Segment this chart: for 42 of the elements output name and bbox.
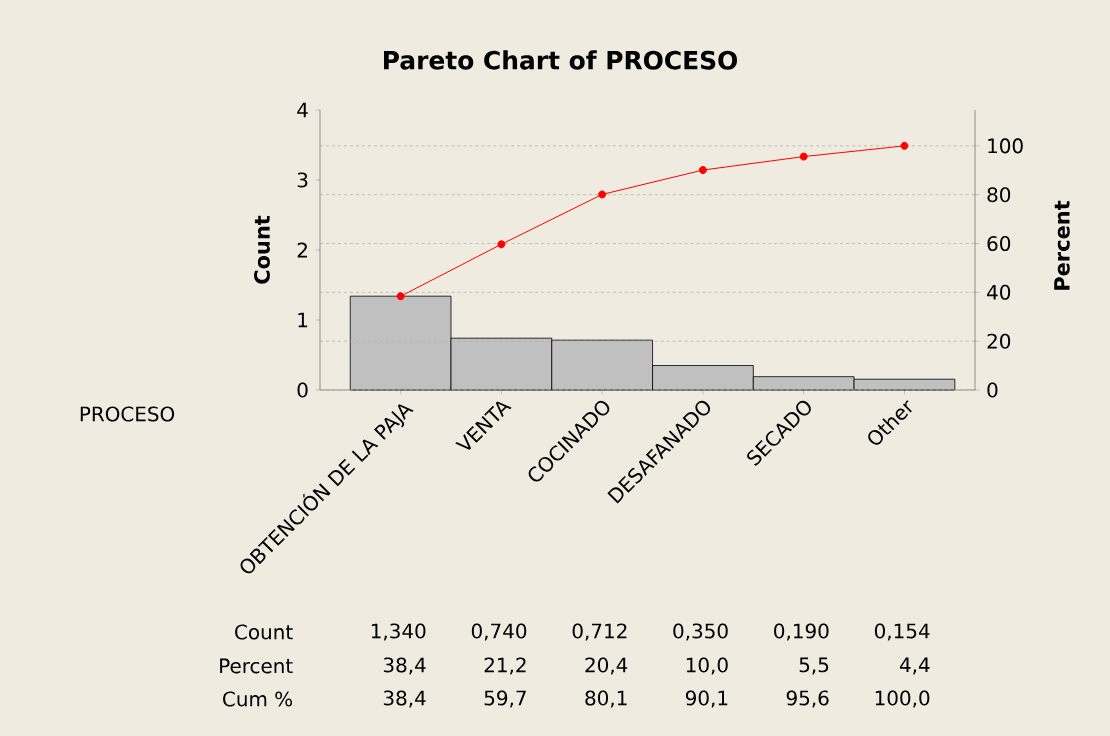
y-tick-label: 3 (297, 172, 308, 188)
text: 5,5 (799, 657, 829, 675)
data-label: 59,7 (484, 690, 526, 708)
data-label: 0,350 (673, 623, 728, 641)
text: 38,4 (383, 657, 426, 675)
data-label: 1,340 (371, 623, 426, 641)
text: 4,4 (899, 657, 930, 675)
point (497, 240, 506, 249)
data-label: 0,190 (774, 623, 829, 641)
text: Cum % (223, 691, 293, 707)
data-label: 38,4 (383, 690, 426, 708)
y2-axis-title: Percent (1054, 200, 1070, 290)
text: Percent (220, 658, 293, 674)
text: 10,0 (686, 657, 728, 675)
point (598, 190, 607, 199)
y2-tick-label: 100 (988, 138, 1023, 154)
y2-tick-label: 80 (987, 187, 1011, 203)
data-label: 0,712 (572, 623, 627, 641)
text: 21,2 (484, 657, 526, 675)
y-tick-label: 0 (297, 382, 308, 398)
chart-title: Pareto Chart of PROCESO (384, 50, 738, 70)
y2-tick-label: 60 (987, 235, 1011, 252)
point (698, 166, 707, 175)
data-label: 80,1 (585, 690, 627, 708)
y-tick-label: 4 (297, 102, 308, 118)
data-label: 0,154 (874, 623, 930, 641)
y-tick-label: 1 (298, 312, 308, 328)
y2-tick-label: 40 (987, 284, 1011, 300)
data-label: 95,6 (786, 690, 829, 708)
y2-tick-label: 0 (987, 382, 998, 398)
point (396, 292, 405, 301)
data-label: 90,1 (685, 690, 728, 708)
data-label: 0,740 (471, 623, 527, 641)
y-tick-label: 2 (297, 242, 307, 258)
text: Count (235, 624, 293, 640)
data-label: 100,0 (875, 690, 930, 708)
y2-tick-label: 20 (987, 333, 1011, 349)
x-axis-title: PROCESO (80, 406, 175, 422)
point (900, 141, 909, 150)
text: 20,4 (585, 657, 628, 675)
point (799, 152, 808, 161)
y-axis-title: Count (254, 215, 270, 284)
